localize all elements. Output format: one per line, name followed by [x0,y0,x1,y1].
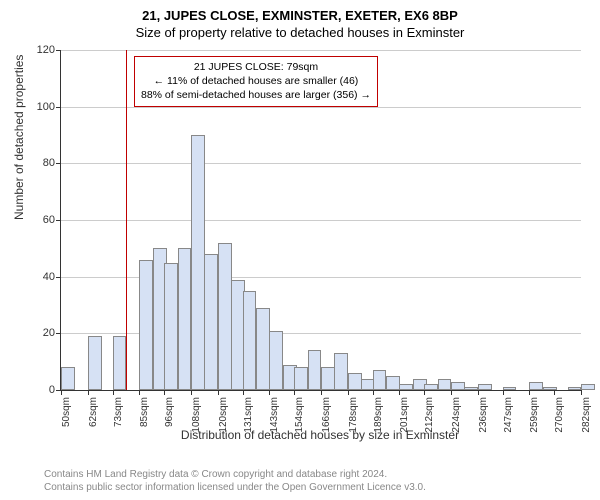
x-tick-mark [529,390,530,395]
histogram-bar [256,308,270,390]
x-tick-mark [88,390,89,395]
gridline [61,50,581,51]
x-tick-label: 282sqm [581,397,592,433]
x-tick-mark [478,390,479,395]
x-tick-label: 50sqm [61,397,72,427]
histogram-bar [348,373,362,390]
x-tick-mark [113,390,114,395]
histogram-bar [334,353,348,390]
x-tick-mark [61,390,62,395]
histogram-bar [529,382,543,391]
y-tick-label: 100 [25,101,55,113]
histogram-bar [113,336,127,390]
x-tick-mark [554,390,555,395]
info-box: 21 JUPES CLOSE: 79sqm← 11% of detached h… [134,56,378,107]
histogram-bar [178,248,192,390]
y-axis-label: Number of detached properties [12,55,26,220]
y-tick-mark [56,107,61,108]
chart-plot-area: 02040608010012050sqm62sqm73sqm85sqm96sqm… [60,50,580,390]
y-tick-mark [56,50,61,51]
x-tick-mark [218,390,219,395]
x-tick-mark [321,390,322,395]
histogram-bar [503,387,517,390]
histogram-bar [478,384,492,390]
histogram-bar [191,135,205,390]
y-tick-label: 0 [25,384,55,396]
histogram-bar [308,350,322,390]
x-tick-mark [243,390,244,395]
gridline [61,220,581,221]
y-tick-label: 120 [25,44,55,56]
footer-line-1: Contains HM Land Registry data © Crown c… [44,468,426,481]
histogram-bar [321,367,335,390]
x-tick-label: 96sqm [164,397,175,427]
x-tick-mark [373,390,374,395]
y-tick-mark [56,277,61,278]
x-tick-label: 62sqm [88,397,99,427]
x-tick-mark [164,390,165,395]
y-tick-mark [56,163,61,164]
gridline [61,107,581,108]
x-axis-label: Distribution of detached houses by size … [60,428,580,442]
histogram-bar [61,367,75,390]
x-tick-mark [424,390,425,395]
footer-line-2: Contains public sector information licen… [44,481,426,494]
histogram-bar [568,387,582,390]
histogram-bar [164,263,178,391]
histogram-bar [373,370,387,390]
histogram-bar [581,384,595,390]
chart-title-sub: Size of property relative to detached ho… [0,23,600,40]
x-tick-mark [269,390,270,395]
histogram-bar [386,376,400,390]
histogram-bar [243,291,257,390]
histogram-bar [88,336,102,390]
histogram-bar [269,331,283,391]
property-marker-line [126,50,127,390]
x-tick-mark [581,390,582,395]
gridline [61,163,581,164]
histogram-bar [424,384,438,390]
info-box-line: 88% of semi-detached houses are larger (… [141,88,371,102]
histogram-bar [218,243,232,390]
x-tick-mark [399,390,400,395]
x-tick-mark [139,390,140,395]
histogram-bar [399,384,413,390]
histogram-bar [204,254,218,390]
info-box-line: ← 11% of detached houses are smaller (46… [141,74,371,88]
x-tick-mark [191,390,192,395]
y-tick-mark [56,333,61,334]
y-tick-label: 40 [25,271,55,283]
histogram-bar [451,382,465,391]
y-tick-mark [56,220,61,221]
y-tick-label: 60 [25,214,55,226]
x-tick-mark [294,390,295,395]
histogram-bar [438,379,452,390]
info-box-line: 21 JUPES CLOSE: 79sqm [141,60,371,74]
chart-title-main: 21, JUPES CLOSE, EXMINSTER, EXETER, EX6 … [0,0,600,23]
x-tick-mark [451,390,452,395]
x-tick-mark [348,390,349,395]
y-tick-label: 80 [25,157,55,169]
x-tick-mark [503,390,504,395]
histogram-bar [294,367,308,390]
x-tick-label: 73sqm [113,397,124,427]
y-tick-label: 20 [25,327,55,339]
histogram-bar [464,387,478,390]
x-tick-label: 85sqm [139,397,150,427]
histogram-bar [139,260,153,390]
footer-attribution: Contains HM Land Registry data © Crown c… [44,468,426,494]
